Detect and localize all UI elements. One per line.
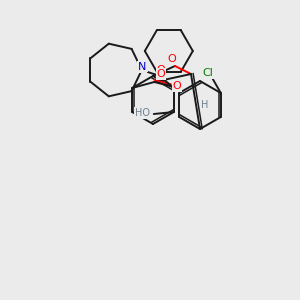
Text: HO: HO (135, 108, 150, 118)
Text: O: O (156, 69, 165, 79)
Text: O: O (173, 81, 182, 91)
Text: N: N (139, 61, 147, 71)
Text: Cl: Cl (202, 68, 213, 78)
Text: O: O (168, 54, 176, 64)
Text: H: H (201, 100, 208, 110)
Text: N: N (138, 62, 146, 72)
Text: O: O (156, 65, 165, 75)
